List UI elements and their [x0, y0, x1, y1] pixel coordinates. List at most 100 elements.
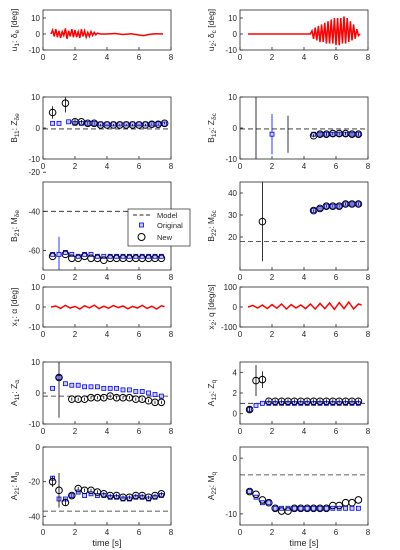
label-part: : Z — [206, 383, 216, 393]
label-part: [deg] — [9, 9, 19, 30]
legend-model-label: Model — [157, 211, 178, 220]
original-marker — [88, 251, 94, 257]
x-tick-label: 4 — [105, 273, 110, 282]
new-marker — [61, 498, 70, 507]
x-tick-label: 0 — [41, 273, 46, 282]
x-tick-label: 0 — [238, 53, 243, 62]
original-marker — [259, 400, 265, 406]
x-tick-label: 6 — [137, 162, 142, 171]
x-tick-label: 4 — [105, 53, 110, 62]
x-tick-label: 4 — [302, 330, 307, 339]
label-part: : M — [9, 217, 19, 229]
original-marker — [133, 389, 139, 394]
x-axis-label-a21: time [s] — [92, 538, 121, 548]
plot-area-a22 — [240, 474, 368, 515]
y-tick-label: 0 — [233, 30, 238, 39]
x-axis-label-a22: time [s] — [289, 538, 318, 548]
x-tick-label: 0 — [238, 273, 243, 282]
x-tick-label: 8 — [366, 273, 371, 282]
new-marker — [61, 250, 70, 259]
panel-b22: 0 2 4 6 8 20 30 40 B22: Mδc — [206, 181, 371, 282]
y-tick-label: -10 — [28, 420, 40, 429]
plot-area-b11 — [43, 97, 171, 130]
original-marker — [253, 402, 259, 408]
new-marker — [335, 202, 344, 210]
label-part: : δ — [206, 33, 216, 43]
x-tick-label: 8 — [169, 273, 174, 282]
label-part: B — [206, 137, 216, 143]
x-tick-label: 2 — [270, 427, 275, 436]
x-tick-label: 8 — [169, 330, 174, 339]
x-tick-label: 6 — [334, 53, 339, 62]
original-marker — [152, 392, 158, 397]
y-axis-label-b11: B11: Zδe — [9, 113, 21, 143]
new-marker — [258, 375, 267, 384]
original-marker — [56, 251, 62, 257]
new-marker — [309, 206, 318, 215]
label-part: 21 — [14, 229, 21, 237]
y-tick-label: -10 — [225, 510, 237, 519]
label-part: δe — [14, 210, 21, 218]
axes-box-a22 — [239, 446, 369, 526]
original-marker — [50, 251, 55, 257]
y-tick-label: 30 — [228, 211, 237, 220]
plot-area-u1 — [50, 27, 164, 40]
x-tick-label: 8 — [169, 528, 174, 537]
axes-box-b12 — [239, 96, 369, 160]
label-part: : Z — [206, 120, 216, 130]
original-marker — [139, 253, 145, 259]
new-marker — [335, 501, 344, 510]
x-tick-label: 0 — [238, 162, 243, 171]
label-part: δc — [211, 112, 218, 120]
original-marker — [323, 505, 329, 511]
new-marker — [55, 486, 63, 495]
x-tick-label: 4 — [302, 53, 307, 62]
new-marker — [48, 108, 57, 117]
new-marker — [61, 99, 70, 107]
original-marker — [311, 505, 317, 511]
series-line-x2 — [247, 300, 362, 311]
x-tick-label: 4 — [302, 528, 307, 537]
x-tick-label: 0 — [41, 427, 46, 436]
x-tick-label: 8 — [366, 427, 371, 436]
plot-area-x1 — [50, 304, 165, 310]
legend-original-label: Original — [157, 221, 183, 230]
y-tick-label: -20 — [28, 168, 40, 177]
original-marker — [120, 387, 126, 393]
original-marker — [114, 253, 119, 259]
new-marker — [245, 487, 254, 496]
y-tick-label: -10 — [225, 46, 237, 55]
axes-box-a21 — [42, 446, 172, 526]
y-tick-label: 40 — [228, 189, 237, 198]
x-tick-label: 8 — [366, 528, 371, 537]
original-marker — [127, 387, 132, 393]
original-marker — [63, 249, 68, 255]
original-marker — [247, 489, 253, 494]
label-part: 11 — [14, 393, 21, 400]
panel-a21: 0 2 4 6 8 -40 -20 0 A21: Mα time [s] — [9, 443, 174, 548]
legend: Model Original New — [127, 208, 191, 247]
y-tick-label: 0 — [233, 303, 238, 312]
x-tick-label: 2 — [73, 162, 78, 171]
original-marker — [272, 505, 278, 511]
label-part: e — [14, 30, 21, 34]
y-axis-label-u1: u1: δe [deg] — [9, 9, 21, 52]
label-part: 11 — [14, 130, 21, 137]
new-marker — [157, 398, 166, 407]
label-part: B — [9, 236, 19, 242]
x-tick-label: 8 — [366, 162, 371, 171]
label-part: : M — [9, 476, 19, 488]
y-tick-label: 0 — [36, 303, 41, 312]
label-part: : Z — [9, 120, 19, 130]
x-tick-label: 4 — [105, 427, 110, 436]
label-part: δc — [211, 209, 218, 217]
original-marker — [88, 384, 94, 390]
label-part: α — [14, 380, 21, 384]
original-marker — [133, 253, 139, 259]
label-part: : q [deg/s] — [206, 284, 216, 321]
x-tick-label: 4 — [105, 162, 110, 171]
